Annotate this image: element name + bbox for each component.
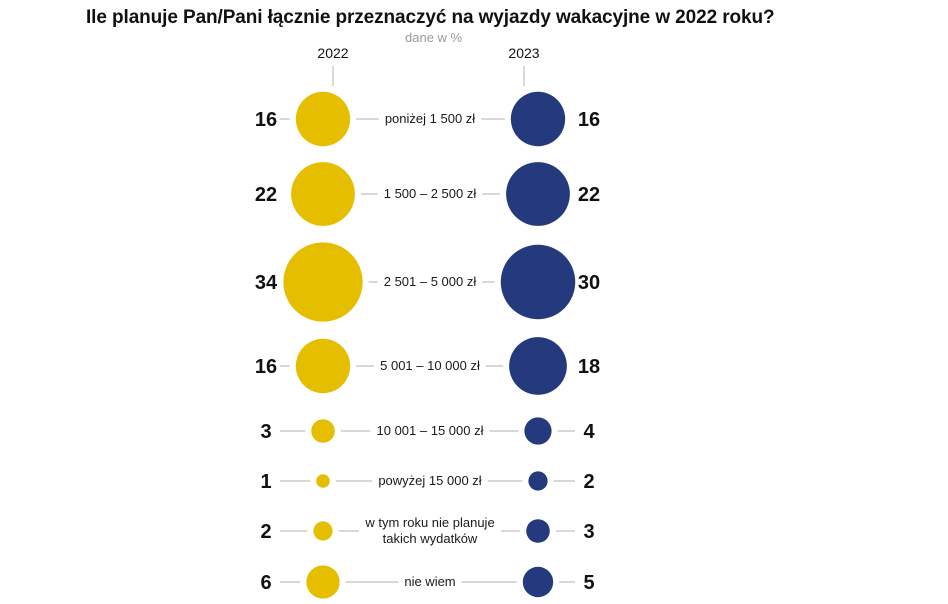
bubble-2022 [306,565,340,599]
value-label-2022: 16 [255,356,277,378]
category-label: 5 001 – 10 000 zł [380,358,480,373]
value-label-2022: 1 [260,471,271,493]
chart-title: Ile planuje Pan/Pani łącznie przeznaczyć… [86,7,775,28]
bubble-2023 [509,337,567,395]
value-label-2022: 2 [260,521,271,543]
bubble-2023 [522,566,554,598]
category-label-line: w tym roku nie planuje [364,515,494,530]
bubble-2022 [313,521,333,541]
value-label-2023: 3 [583,521,594,543]
value-label-2023: 2 [583,471,594,493]
value-label-2023: 18 [578,356,600,378]
value-label-2023: 5 [583,572,594,594]
bubble-2022 [316,474,330,488]
value-label-2023: 30 [578,272,600,294]
category-label: 10 001 – 15 000 zł [377,423,484,438]
category-label: nie wiem [404,574,455,589]
value-label-2023: 16 [578,109,600,131]
category-label-line: powyżej 15 000 zł [378,473,481,488]
category-label-line: 2 501 – 5 000 zł [384,274,477,289]
category-label-line: takich wydatków [383,531,478,546]
category-label-line: nie wiem [404,574,455,589]
category-label: powyżej 15 000 zł [378,473,481,488]
bubble-2023 [500,244,576,320]
bubble-2022 [295,338,351,394]
category-label: poniżej 1 500 zł [385,111,475,126]
category-label: w tym roku nie planuje takich wydatków [364,515,494,546]
category-label-line: 1 500 – 2 500 zł [384,186,477,201]
value-label-2023: 22 [578,184,600,206]
chart-subtitle: dane w % [405,30,463,45]
bubble-2022 [283,242,363,322]
bubble-2023 [524,417,552,445]
bubble-2023 [528,471,548,491]
value-label-2022: 3 [260,421,271,443]
category-label-line: poniżej 1 500 zł [385,111,475,126]
category-label-line: 10 001 – 15 000 zł [377,423,484,438]
value-label-2022: 22 [255,184,277,206]
value-label-2022: 34 [255,272,278,294]
category-label: 1 500 – 2 500 zł [384,186,477,201]
bubble-2022 [295,91,351,147]
category-label: 2 501 – 5 000 zł [384,274,477,289]
value-label-2022: 16 [255,109,277,131]
bubble-2022 [311,419,335,443]
series-label-2022: 2022 [317,45,348,61]
value-label-2022: 6 [260,572,271,594]
category-label-line: 5 001 – 10 000 zł [380,358,480,373]
bubble-2023 [506,162,570,226]
value-label-2023: 4 [583,421,595,443]
bubble-2023 [526,519,550,543]
bubble-2022 [291,162,355,226]
bubble-2023 [510,91,566,147]
series-label-2023: 2023 [508,45,539,61]
